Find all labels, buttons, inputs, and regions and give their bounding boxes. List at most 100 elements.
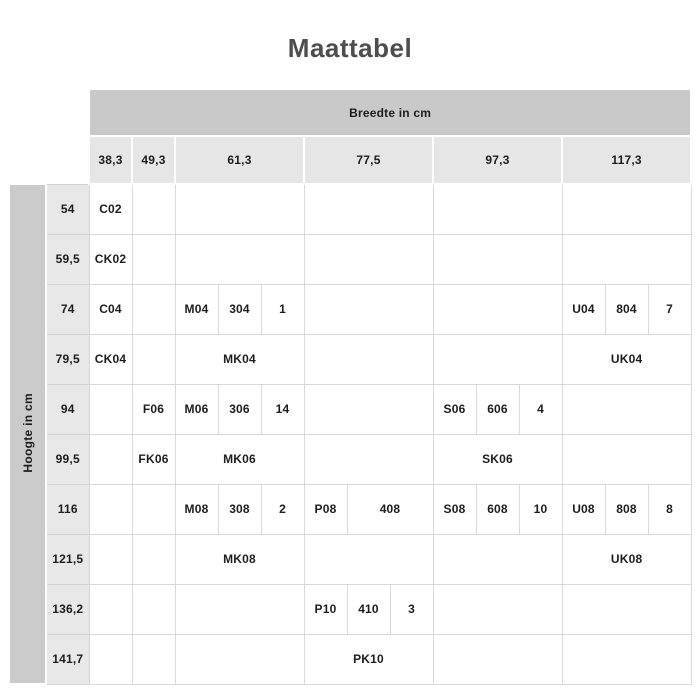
table-cell: M06 xyxy=(174,383,219,435)
table-cell: F06 xyxy=(131,383,176,435)
table-cell-empty xyxy=(88,533,133,585)
table-row: 94 F06 M06 306 14 S06 606 4 xyxy=(9,383,692,435)
table-cell-empty xyxy=(303,333,434,385)
table-cell-empty xyxy=(131,283,176,335)
table-cell-empty xyxy=(174,233,305,285)
table-cell-empty xyxy=(88,383,133,435)
table-cell-empty xyxy=(561,383,692,435)
table-cell: 4 xyxy=(518,383,563,435)
row-header: 116 xyxy=(45,483,90,535)
table-cell: 306 xyxy=(217,383,262,435)
table-row: Hoogte in cm 54 C02 xyxy=(8,183,692,685)
table-cell-empty xyxy=(303,433,434,485)
table-cell: U08 xyxy=(561,483,606,535)
table-cell-empty xyxy=(432,183,563,235)
table-cell: 304 xyxy=(217,283,262,335)
table-body: Hoogte in cm 54 C02 59,5 CK02 74 C04 M04 304 1 U04… xyxy=(8,183,692,685)
table-row: 79,5 CK04 MK04 UK04 xyxy=(9,333,692,385)
table-cell: S08 xyxy=(432,483,477,535)
table-row: 121,5 MK08 UK08 xyxy=(9,533,692,585)
table-cell-empty xyxy=(561,183,692,235)
table-row: 141,7 PK10 xyxy=(9,633,692,685)
size-table: Breedte in cm 38,3 49,3 61,3 77,5 97,3 117,3 … xyxy=(8,88,693,685)
table-cell-empty xyxy=(432,333,563,385)
table-cell: S06 xyxy=(432,383,477,435)
table-row: 59,5 CK02 xyxy=(9,233,692,285)
table-cell: P08 xyxy=(303,483,348,535)
width-axis-row: Breedte in cm xyxy=(9,88,693,184)
table-cell: 2 xyxy=(260,483,305,535)
table-cell-empty xyxy=(432,283,563,335)
table-cell: 10 xyxy=(518,483,563,535)
table-cell: 608 xyxy=(475,483,520,535)
table-cell: 308 xyxy=(217,483,262,535)
table-cell: UK08 xyxy=(561,533,692,585)
table-cell-empty xyxy=(174,183,305,235)
table-cell-empty xyxy=(561,233,692,285)
table-header: Breedte in cm 38,3 49,3 61,3 77,5 97,3 117,3 xyxy=(9,88,693,185)
table-cell-empty xyxy=(303,233,434,285)
table-cell-empty xyxy=(303,283,434,335)
table-cell: C02 xyxy=(88,183,133,235)
table-cell-empty xyxy=(131,483,176,535)
table-cell-empty xyxy=(88,633,133,685)
table-cell: MK04 xyxy=(174,333,305,385)
table-cell: FK06 xyxy=(131,433,176,485)
row-header: 59,5 xyxy=(45,233,90,285)
table-cell: 408 xyxy=(346,483,434,535)
row-header: 94 xyxy=(45,383,90,435)
table-cell: M08 xyxy=(174,483,219,535)
column-header: 49,3 xyxy=(131,135,176,185)
table-cell: SK06 xyxy=(432,433,563,485)
table-cell-empty xyxy=(131,533,176,585)
row-header: 121,5 xyxy=(45,533,90,585)
table-cell: UK04 xyxy=(561,333,692,385)
table-cell: 1 xyxy=(260,283,305,335)
width-axis-header: Breedte in cm xyxy=(87,88,693,137)
row-header: 79,5 xyxy=(45,333,90,385)
table-cell-empty xyxy=(88,483,133,535)
column-header: 97,3 xyxy=(432,135,563,185)
table-cell-empty xyxy=(131,333,176,385)
table-cell: MK06 xyxy=(174,433,305,485)
table-cell-empty xyxy=(88,433,133,485)
table-cell: M04 xyxy=(174,283,219,335)
table-cell-empty xyxy=(561,583,692,635)
table-row: 99,5 FK06 MK06 SK06 xyxy=(9,433,692,485)
table-cell-empty xyxy=(88,583,133,635)
table-cell: C04 xyxy=(88,283,133,335)
table-cell: PK10 xyxy=(303,633,434,685)
table-cell: 14 xyxy=(260,383,305,435)
table-cell-empty xyxy=(131,633,176,685)
table-cell-empty xyxy=(432,533,563,585)
table-cell: CK04 xyxy=(88,333,133,385)
row-header: 74 xyxy=(45,283,90,335)
row-header: 136,2 xyxy=(45,583,90,635)
table-cell: CK02 xyxy=(88,233,133,285)
table-cell: 3 xyxy=(389,583,434,635)
table-cell: 808 xyxy=(604,483,649,535)
table-cell: 804 xyxy=(604,283,649,335)
column-header: 61,3 xyxy=(174,135,305,185)
table-cell: 606 xyxy=(475,383,520,435)
table-cell-empty xyxy=(303,533,434,585)
table-cell: 410 xyxy=(346,583,391,635)
row-header: 141,7 xyxy=(45,633,90,685)
height-axis-strip: Hoogte in cm xyxy=(8,183,47,685)
table-cell-empty xyxy=(561,633,692,685)
table-cell-empty xyxy=(131,583,176,635)
table-cell: U04 xyxy=(561,283,606,335)
table-cell: P10 xyxy=(303,583,348,635)
column-header-row: 38,3 49,3 61,3 77,5 97,3 117,3 xyxy=(9,135,693,185)
table-cell-empty xyxy=(432,633,563,685)
page-title: Maattabel xyxy=(287,33,413,63)
table-cell: 8 xyxy=(647,483,692,535)
table-cell-empty xyxy=(174,583,305,635)
table-cell-empty xyxy=(432,583,563,635)
column-header: 77,5 xyxy=(303,135,434,185)
table-cell-empty xyxy=(303,183,434,235)
table-cell-empty xyxy=(432,233,563,285)
table-cell-empty xyxy=(303,383,434,435)
table-cell: 7 xyxy=(647,283,692,335)
